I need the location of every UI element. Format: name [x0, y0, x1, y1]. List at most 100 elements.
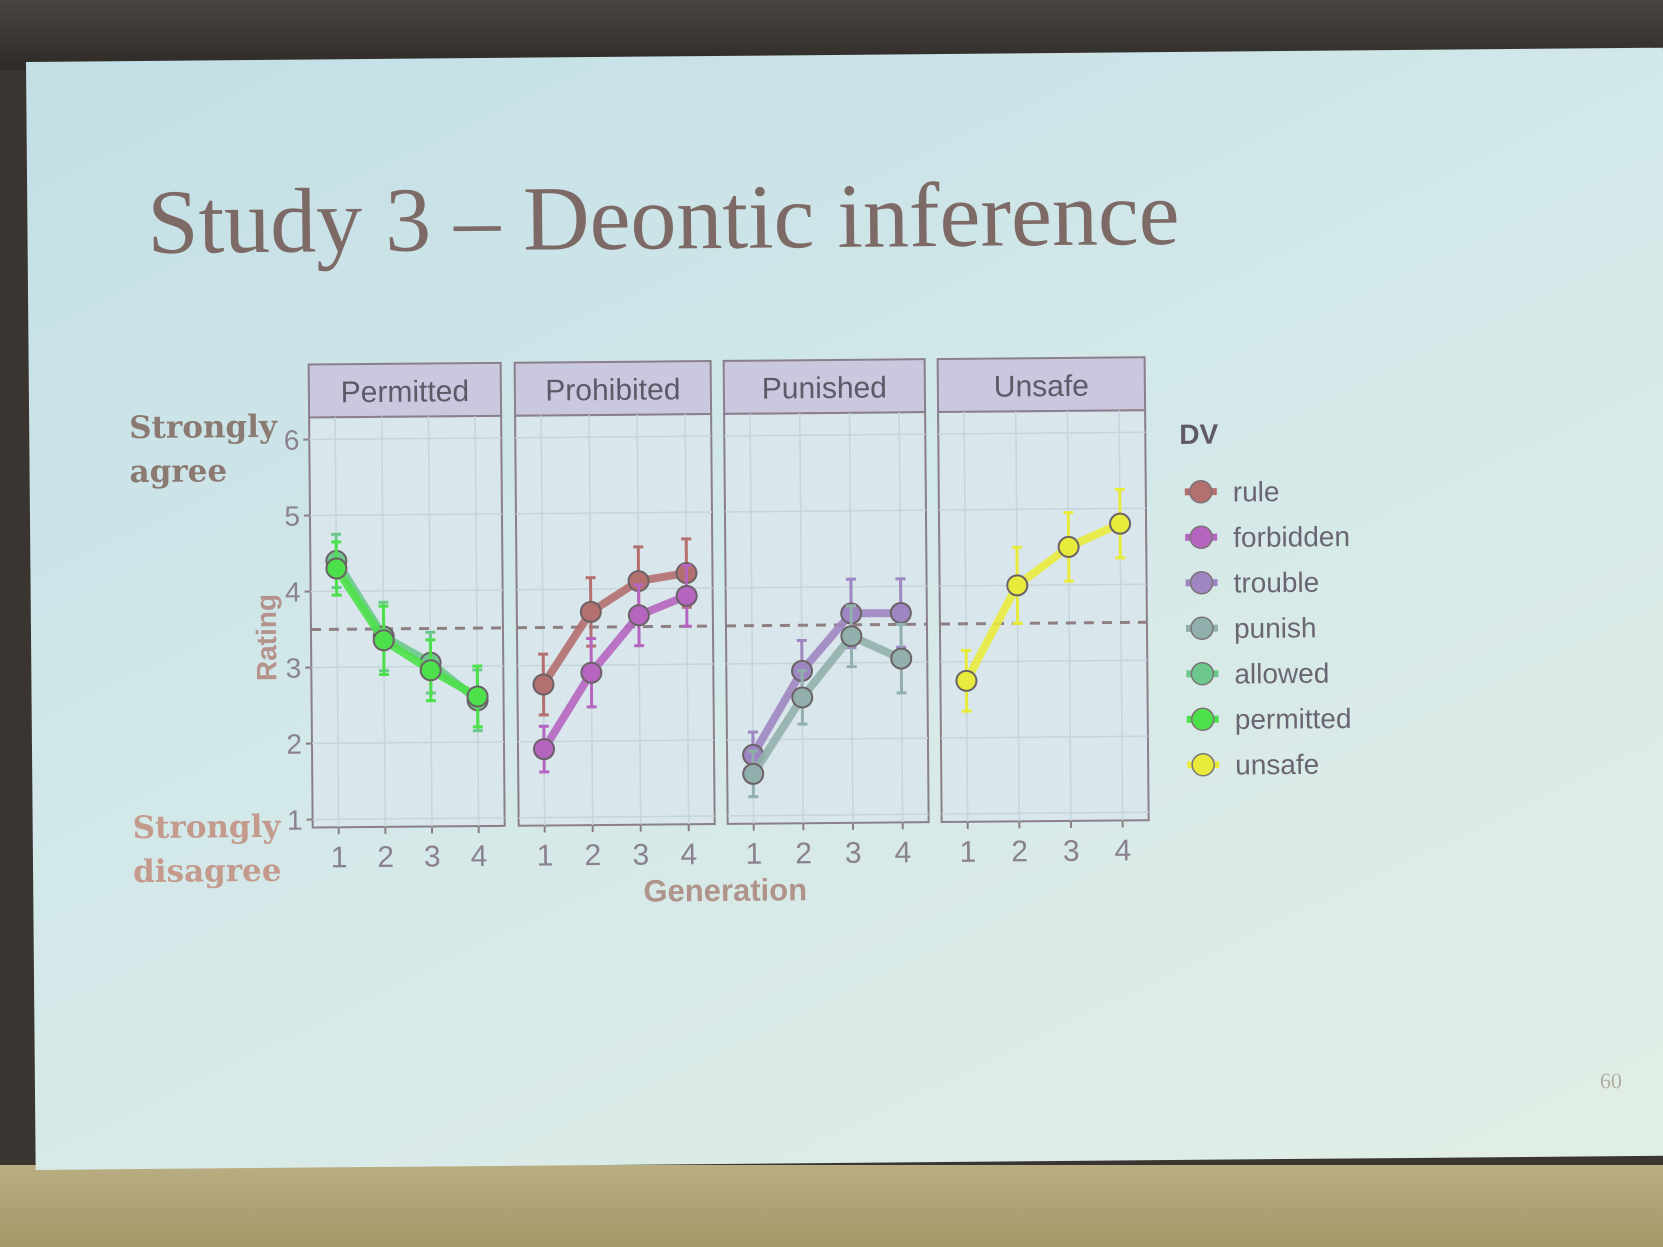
grid-line-horizontal [309, 437, 502, 441]
legend-label: rule [1233, 476, 1280, 507]
data-point [1109, 512, 1132, 535]
grid-line-horizontal [515, 435, 712, 439]
page-number: 60 [1599, 1068, 1623, 1094]
x-tick-label: 2 [795, 837, 812, 870]
y-tick-label: 5 [284, 501, 300, 532]
series-line [749, 608, 905, 759]
x-tick-label: 3 [424, 840, 441, 873]
legend-key-point [1189, 525, 1213, 550]
x-tick-label: 3 [845, 837, 862, 870]
data-point [889, 601, 912, 624]
grid-line-vertical [1066, 410, 1072, 821]
x-axis-title: Generation [643, 872, 807, 908]
data-point [466, 685, 489, 708]
legend-key-point [1189, 480, 1213, 504]
x-tick-label: 1 [330, 841, 347, 874]
plot-area [308, 414, 506, 829]
series-line [332, 564, 482, 701]
y-tick-label: 2 [286, 729, 302, 760]
grid-line-horizontal [515, 511, 712, 515]
x-tick-label: 4 [1114, 834, 1131, 867]
grid-line-horizontal [312, 817, 505, 821]
x-tick-label: 1 [745, 838, 762, 871]
facet-title: Prohibited [545, 373, 680, 407]
facet-panel-unsafe: Unsafe 1 2 3 4 [936, 356, 1150, 869]
data-point [532, 673, 555, 696]
series-punish [742, 604, 913, 799]
x-tick-label: 2 [584, 839, 601, 872]
x-tick-label: 3 [632, 839, 649, 872]
legend-key-point [1190, 616, 1214, 641]
grid-line-horizontal [517, 663, 714, 667]
series-unsafe [955, 487, 1132, 713]
y-axis-title: Rating [251, 594, 283, 681]
grid-line-vertical [427, 416, 433, 827]
x-tick-label: 1 [959, 836, 976, 869]
grid-line-horizontal [518, 815, 715, 819]
facet-title: Punished [762, 372, 887, 406]
x-tick-label: 4 [680, 838, 697, 871]
reference-line [725, 622, 927, 628]
facet-title: Permitted [341, 375, 470, 409]
legend-item-permitted: permitted [1186, 703, 1352, 735]
grid-line-vertical [334, 417, 340, 828]
grid-line-horizontal [309, 513, 502, 517]
y-tick-label: 4 [285, 577, 301, 608]
data-point [840, 625, 863, 648]
grid-line-horizontal [938, 431, 1146, 435]
facet-title: Unsafe [994, 370, 1089, 404]
data-point [579, 600, 602, 623]
legend-label: punish [1234, 612, 1317, 644]
series-line [962, 519, 1125, 685]
background-wall-bottom [0, 1165, 1663, 1247]
series-forbidden [533, 563, 698, 774]
y-tick-label: 3 [286, 653, 302, 684]
grid-line-horizontal [310, 589, 503, 593]
grid-line-horizontal [938, 507, 1146, 511]
grid-line-vertical [799, 413, 805, 824]
legend-key-point [1190, 662, 1215, 686]
grid-line-horizontal [940, 735, 1148, 739]
y-tick-label: 6 [284, 425, 300, 456]
x-tick-label: 1 [536, 839, 553, 872]
data-point [533, 738, 556, 761]
facet-panel-prohibited: Prohibited 1 2 3 4 [513, 360, 716, 873]
legend-item-punish: punish [1185, 612, 1317, 644]
reference-line [310, 626, 503, 632]
data-point [1006, 574, 1029, 597]
data-point [955, 669, 978, 692]
series-line [749, 632, 906, 778]
data-point [627, 604, 650, 627]
legend-label: forbidden [1233, 521, 1350, 553]
grid-line-horizontal [724, 433, 926, 437]
x-tick-label: 4 [894, 836, 911, 869]
data-point [580, 661, 603, 684]
facet-panel-punished: Punished 1 2 3 4 [722, 358, 930, 871]
legend-item-allowed: allowed [1186, 658, 1329, 689]
legend-item-rule: rule [1184, 476, 1280, 507]
grid-line-horizontal [725, 585, 927, 589]
x-tick-label: 2 [377, 841, 394, 874]
grid-line-horizontal [724, 509, 926, 513]
facet-panel-permitted: Permitted 1 2 3 4 [307, 361, 506, 874]
series-line [539, 569, 691, 689]
legend-label: permitted [1235, 703, 1352, 735]
grid-line-horizontal [727, 813, 929, 817]
data-point [742, 762, 765, 785]
legend-key-point [1189, 571, 1214, 595]
grid-line-horizontal [941, 811, 1149, 815]
presentation-slide: Study 3 – Deontic inference Strongly agr… [26, 47, 1663, 1170]
grid-line-horizontal [311, 665, 504, 669]
grid-line-horizontal [939, 583, 1147, 587]
data-point [890, 647, 913, 670]
grid-line-horizontal [311, 741, 504, 745]
legend-item-forbidden: forbidden [1185, 521, 1350, 553]
series-line [540, 591, 691, 754]
grid-line-vertical [963, 411, 969, 822]
data-point [675, 584, 698, 607]
data-point [1057, 535, 1080, 558]
legend-label: unsafe [1235, 749, 1319, 781]
y-tick-label: 1 [287, 805, 303, 836]
grid-line-vertical [1118, 410, 1124, 821]
